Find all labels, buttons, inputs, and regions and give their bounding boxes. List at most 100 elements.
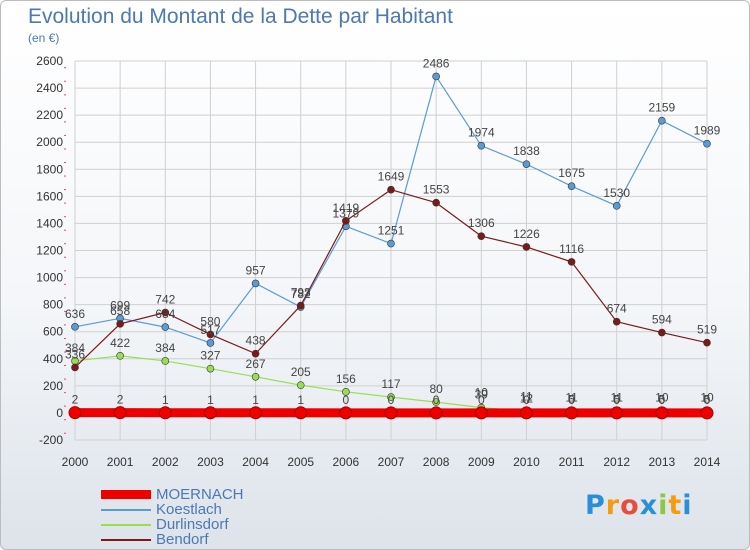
logo-letter: o [620,490,640,521]
unit-label: (en €) [28,31,60,45]
data-label: 0 [659,393,666,407]
data-point [477,232,486,240]
data-point [565,406,579,420]
data-label: 422 [110,336,130,350]
data-label: 0 [523,393,530,407]
data-label: 0 [388,393,395,407]
data-point [296,301,305,310]
data-point [703,338,711,347]
data-point [703,139,711,148]
data-label: 1251 [378,224,405,238]
data-label: 205 [291,365,311,379]
data-point [655,406,669,420]
data-point [206,330,215,339]
data-label: 327 [200,349,220,363]
proxiti-logo: Proxiti [585,490,693,521]
data-point [567,258,576,266]
legend-label-moernach: MOERNACH [156,486,244,503]
legend-label-bendorf: Bendorf [156,531,209,548]
data-label: 742 [155,292,175,306]
data-point [700,406,714,420]
data-label: 5 [659,392,666,406]
data-label: 782 [291,287,311,301]
axis-ticks: -200020040060080010001200140016001800200… [36,54,720,469]
data-label: 156 [336,372,356,386]
data-point [432,398,440,406]
data-label: 517 [200,323,220,337]
logo-letter: r [605,490,621,521]
data-point [68,406,82,420]
data-point [116,352,124,360]
x-tick-label: 2014 [694,455,721,469]
legend-swatch-durlinsdorf [101,524,151,526]
data-point [161,323,170,331]
data-label: 0 [704,393,711,407]
data-point [251,372,260,381]
data-label: 594 [652,313,672,327]
data-label: 580 [200,314,220,328]
series-group [68,72,714,420]
data-point [519,406,533,420]
data-label: 12 [520,391,534,405]
data-label: 1 [297,393,304,407]
data-label: 5 [613,392,620,406]
y-tick-label: 1800 [36,162,63,176]
data-label: 1649 [378,170,405,184]
data-label: 10 [700,390,714,404]
data-label: 1419 [333,201,360,215]
data-point [612,317,621,326]
data-point [158,406,172,420]
x-tick-label: 2004 [242,455,269,469]
data-label: 11 [610,390,623,404]
data-label: 1530 [603,186,630,200]
data-label: 10 [475,386,489,400]
x-tick-label: 2006 [333,455,360,469]
data-label: 117 [381,377,400,391]
data-label: 0 [568,393,575,407]
data-label: 1675 [558,166,585,180]
data-point [251,279,260,288]
data-label: 336 [65,347,85,361]
data-label: 11 [520,389,533,403]
data-point [610,406,624,420]
logo-letter: t [668,490,683,521]
x-tick-label: 2001 [107,455,134,469]
data-label: 5 [704,392,711,406]
data-point [296,381,305,389]
y-tick-label: 200 [43,379,63,393]
data-point [339,406,353,420]
data-label: 39 [475,388,489,402]
y-tick-label: 1600 [36,189,63,203]
data-labels: 6366996345179577821379125124861974183816… [65,56,721,406]
x-tick-label: 2013 [649,455,676,469]
data-point [71,363,79,372]
logo-letter: P [585,490,606,521]
data-label: 1974 [468,126,495,140]
chart-title: Evolution du Montant de la Dette par Hab… [28,5,453,28]
data-point [387,185,395,194]
y-tick-label: 600 [43,325,63,339]
data-label: 438 [246,334,266,348]
y-tick-label: 2600 [36,54,63,68]
data-point [203,406,217,420]
x-tick-label: 2012 [603,455,630,469]
data-point [116,320,124,328]
x-tick-label: 2010 [513,455,540,469]
data-point [249,406,263,420]
x-tick-label: 2003 [197,455,224,469]
y-tick-label: 2000 [36,135,63,149]
x-tick-label: 2009 [468,455,495,469]
data-label: 1989 [694,124,721,138]
data-label: 1226 [513,227,540,241]
logo-letter: x [639,490,659,521]
x-tick-label: 2005 [287,455,314,469]
y-tick-label: 1200 [36,244,63,258]
data-label: 0 [343,393,350,407]
data-label: 11 [565,390,578,404]
y-tick-label: -200 [39,433,63,447]
data-point [658,328,666,337]
data-label: 0 [478,393,485,407]
y-tick-label: 400 [43,352,63,366]
y-tick-label: 1000 [36,271,63,285]
